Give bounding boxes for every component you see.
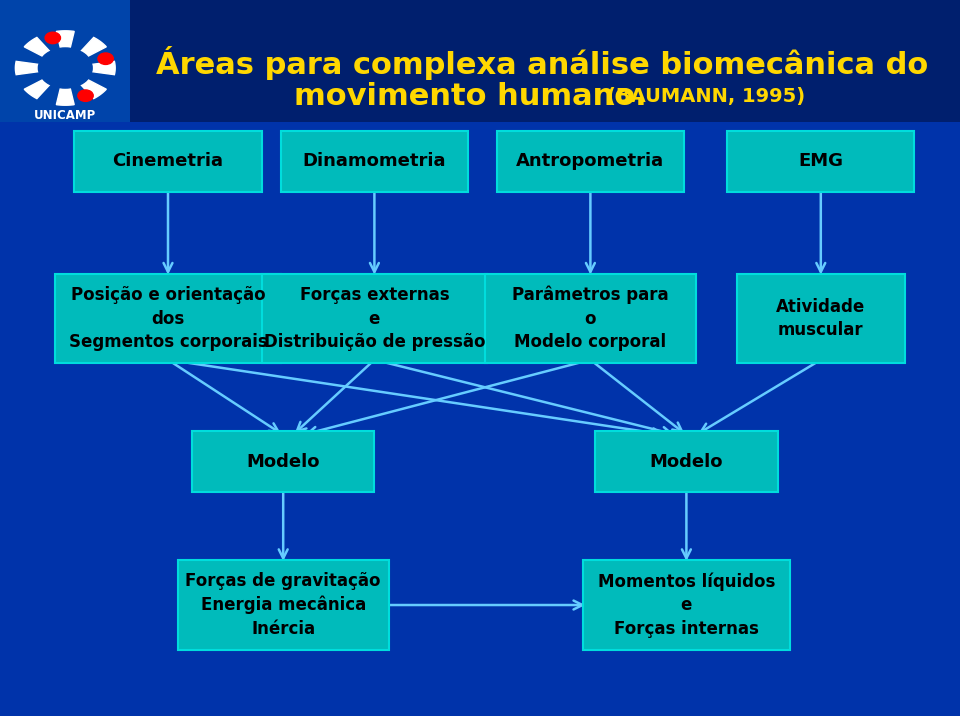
Polygon shape xyxy=(65,68,107,99)
Text: Modelo: Modelo xyxy=(247,453,320,471)
Polygon shape xyxy=(57,68,74,105)
FancyBboxPatch shape xyxy=(0,0,130,122)
Polygon shape xyxy=(24,37,65,68)
Text: Modelo: Modelo xyxy=(650,453,723,471)
FancyBboxPatch shape xyxy=(74,130,261,191)
Text: (BAUMANN, 1995): (BAUMANN, 1995) xyxy=(607,87,804,106)
Text: Momentos líquidos
e
Forças internas: Momentos líquidos e Forças internas xyxy=(598,572,775,638)
Text: Áreas para complexa análise biomecânica do: Áreas para complexa análise biomecânica … xyxy=(156,46,928,80)
Text: Dinamometria: Dinamometria xyxy=(302,152,446,170)
Polygon shape xyxy=(57,31,74,68)
FancyBboxPatch shape xyxy=(55,274,280,363)
Polygon shape xyxy=(65,37,107,68)
Text: Posição e orientação
dos
Segmentos corporais: Posição e orientação dos Segmentos corpo… xyxy=(68,286,268,352)
Polygon shape xyxy=(24,68,65,99)
FancyBboxPatch shape xyxy=(728,130,914,191)
Text: UNICAMP: UNICAMP xyxy=(35,110,96,122)
FancyBboxPatch shape xyxy=(583,560,789,650)
Text: Parâmetros para
o
Modelo corporal: Parâmetros para o Modelo corporal xyxy=(512,286,669,352)
Text: Cinemetria: Cinemetria xyxy=(112,152,224,170)
Polygon shape xyxy=(15,62,65,74)
FancyBboxPatch shape xyxy=(192,431,374,493)
FancyBboxPatch shape xyxy=(497,130,684,191)
Circle shape xyxy=(98,53,113,64)
Text: Forças externas
e
Distribuição de pressão: Forças externas e Distribuição de pressã… xyxy=(264,286,485,352)
Circle shape xyxy=(78,90,93,102)
Text: Forças de gravitação
Energia mecânica
Inércia: Forças de gravitação Energia mecânica In… xyxy=(185,572,381,638)
FancyBboxPatch shape xyxy=(485,274,696,363)
Polygon shape xyxy=(65,62,115,74)
Circle shape xyxy=(38,48,92,88)
Text: EMG: EMG xyxy=(799,152,843,170)
FancyBboxPatch shape xyxy=(261,274,488,363)
FancyBboxPatch shape xyxy=(595,431,778,493)
Text: Antropometria: Antropometria xyxy=(516,152,664,170)
FancyBboxPatch shape xyxy=(737,274,904,363)
Circle shape xyxy=(45,32,60,44)
FancyBboxPatch shape xyxy=(0,0,960,122)
FancyBboxPatch shape xyxy=(280,130,468,191)
Text: Atividade
muscular: Atividade muscular xyxy=(777,298,865,339)
Text: movimento humano.: movimento humano. xyxy=(294,82,647,111)
FancyBboxPatch shape xyxy=(178,560,389,650)
